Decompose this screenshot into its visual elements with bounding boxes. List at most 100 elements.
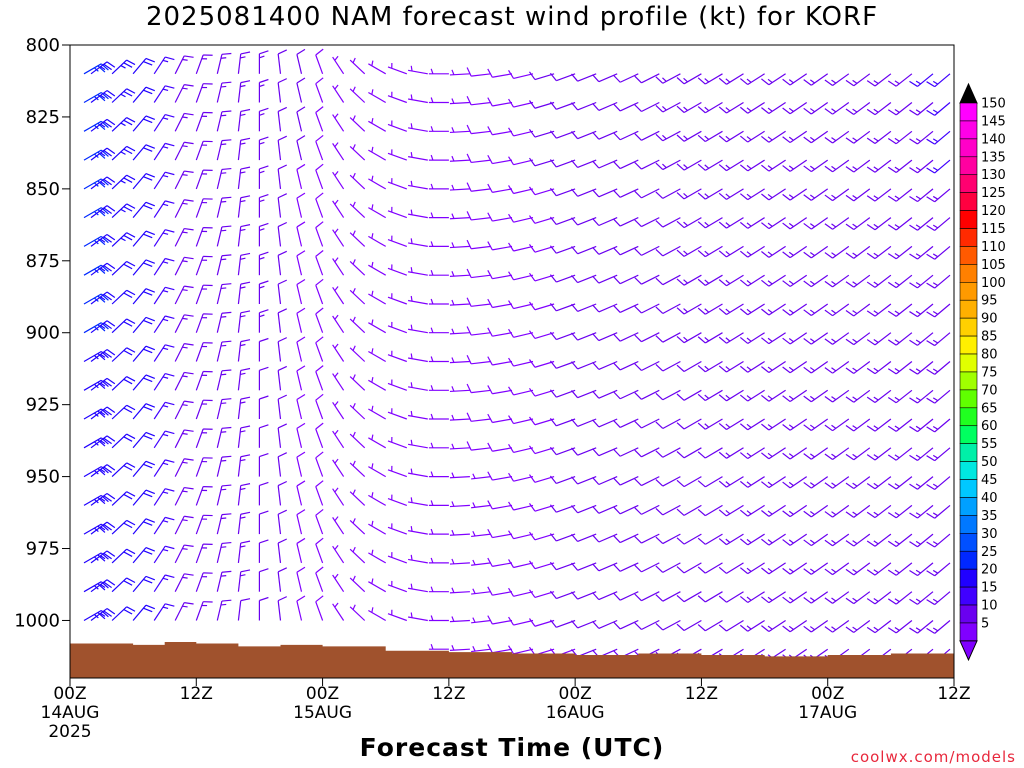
wind-barb [449, 155, 470, 162]
barb-staff [407, 414, 428, 420]
barb-full [508, 242, 515, 252]
barb-half [162, 462, 169, 466]
wind-barb [315, 480, 324, 506]
wind-barb [739, 389, 765, 402]
barb-half [809, 251, 815, 257]
wind-barb [824, 389, 850, 403]
barb-full [240, 454, 251, 458]
barb-full [165, 56, 175, 61]
wind-barb [195, 83, 213, 103]
barb-half [391, 350, 393, 357]
wind-barb [237, 252, 251, 276]
wind-barb [449, 328, 470, 335]
barb-half [767, 193, 773, 199]
barb-staff [934, 274, 951, 289]
barb-full [123, 206, 133, 212]
barb-half [831, 482, 837, 487]
wind-barb [909, 447, 934, 461]
wind-barb [845, 130, 871, 144]
barb-half [430, 241, 434, 247]
wind-barb [216, 311, 232, 333]
wind-barbs-layer [83, 48, 951, 663]
barb-full [203, 572, 213, 574]
wind-barb [387, 408, 408, 420]
barb-full [221, 340, 232, 343]
colorbar-label: 60 [981, 419, 998, 434]
barb-full [240, 310, 251, 314]
barb-half [100, 411, 106, 416]
barb-staff [216, 572, 223, 592]
barb-full [240, 598, 251, 602]
barb-staff [195, 141, 204, 161]
barb-staff [619, 188, 639, 198]
barb-full [761, 510, 770, 517]
barb-staff [449, 591, 470, 594]
barb-staff [471, 389, 492, 394]
wind-barb [613, 418, 639, 428]
wind-barb [887, 102, 913, 116]
wind-barb [761, 245, 786, 258]
barb-half [391, 379, 393, 385]
barb-staff [492, 476, 513, 481]
barb-full [123, 551, 133, 557]
barb-full [103, 236, 112, 243]
wind-barb [634, 533, 660, 544]
barb-half [683, 192, 688, 198]
barb-staff [619, 73, 639, 83]
barb-half [162, 203, 169, 207]
barb-full [549, 389, 557, 398]
barb-full [103, 380, 112, 387]
barb-half [201, 547, 208, 549]
x-tick-label: 17AUG [798, 703, 857, 723]
wind-barb [132, 201, 155, 218]
barb-half [873, 252, 879, 257]
barb-full [803, 280, 812, 288]
barb-staff [683, 303, 702, 315]
barb-staff [332, 85, 345, 103]
wind-barb [803, 620, 829, 633]
barb-staff [83, 494, 102, 506]
barb-full [571, 159, 579, 168]
barb-staff [111, 548, 128, 564]
barb-staff [132, 144, 147, 161]
barb-staff [917, 274, 934, 289]
wind-barb [315, 307, 324, 333]
barb-full [887, 512, 897, 519]
wind-barb [613, 188, 639, 198]
barb-staff [705, 101, 723, 114]
credit-link[interactable]: coolwx.com/models [850, 748, 1016, 766]
barb-half [371, 607, 374, 613]
barb-full [697, 480, 706, 488]
barb-half [809, 395, 815, 400]
barb-full [634, 75, 642, 84]
barb-staff [641, 73, 660, 84]
barb-staff [683, 217, 702, 229]
barb-full [909, 311, 918, 318]
wind-barb [428, 327, 449, 334]
barb-half [391, 609, 393, 616]
wind-barb [195, 399, 213, 420]
barb-full [508, 472, 515, 482]
barb-full [106, 147, 116, 155]
wind-barb [132, 57, 155, 75]
barb-full [866, 108, 876, 116]
barb-staff [492, 73, 513, 78]
barb-staff [513, 332, 534, 338]
wind-barb [195, 140, 213, 161]
wind-barb [237, 396, 251, 420]
barb-half [352, 172, 356, 179]
barb-full [123, 321, 133, 327]
wind-barb [237, 80, 251, 103]
barb-staff [726, 533, 744, 546]
wind-barb [277, 49, 288, 74]
wind-barb [697, 188, 723, 200]
barb-full [259, 222, 269, 227]
barb-half [240, 516, 246, 519]
barb-full [487, 183, 493, 193]
barb-staff [747, 188, 765, 201]
barb-full [718, 394, 727, 402]
barb-full [126, 59, 136, 66]
wind-barb [332, 573, 345, 593]
barb-half [767, 280, 773, 285]
